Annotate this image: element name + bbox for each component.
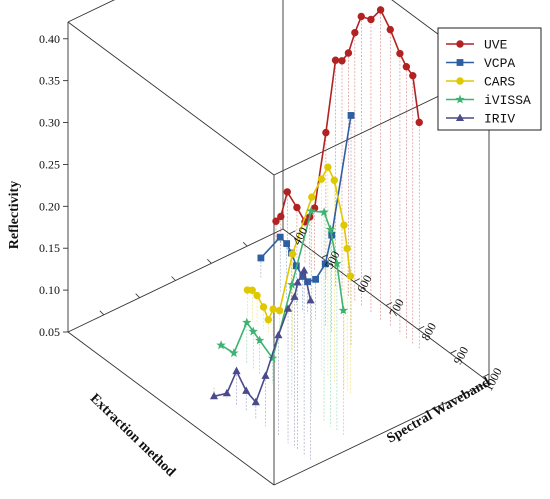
series-line-iriv xyxy=(214,271,311,403)
data-point xyxy=(332,57,339,64)
data-point xyxy=(270,306,277,313)
data-point xyxy=(254,292,261,299)
z-tick-label: 0.15 xyxy=(39,241,60,255)
data-point xyxy=(260,304,267,311)
x-tick-label: 500 xyxy=(322,249,343,271)
data-point xyxy=(325,164,332,171)
axis-edge xyxy=(68,22,274,175)
axis-edge xyxy=(68,0,283,22)
legend-label: iVISSA xyxy=(484,93,531,108)
data-point xyxy=(262,372,269,378)
data-point xyxy=(308,194,315,201)
data-point xyxy=(457,41,464,48)
y-tick-mark xyxy=(207,259,211,263)
data-point xyxy=(318,176,325,183)
data-point xyxy=(347,273,354,280)
data-point xyxy=(265,317,272,324)
data-point xyxy=(387,26,394,33)
z-tick-label: 0.20 xyxy=(39,199,60,213)
data-point xyxy=(249,287,256,294)
z-tick-label: 0.30 xyxy=(39,116,60,130)
y-tick-mark xyxy=(243,242,247,246)
data-point xyxy=(341,222,348,229)
legend: UVE VCPA CARS iVISSA IRIV xyxy=(438,28,541,130)
z-axis-title: Reflectivity xyxy=(7,181,22,249)
data-point xyxy=(289,251,296,258)
data-point xyxy=(277,234,283,240)
y-tick-mark xyxy=(136,294,140,298)
legend-label: CARS xyxy=(484,75,515,90)
x-tick-label: 600 xyxy=(354,272,375,294)
data-point xyxy=(307,297,314,303)
data-point xyxy=(230,349,237,356)
data-point xyxy=(278,213,285,220)
z-tick-label: 0.25 xyxy=(39,157,60,171)
data-point xyxy=(358,13,365,20)
data-point xyxy=(416,119,423,126)
data-point xyxy=(258,255,264,261)
x-axis-title: Spectral Waveband xyxy=(385,375,494,447)
legend-label: UVE xyxy=(484,38,508,53)
z-ticks: 0.05 0.10 0.15 0.20 0.25 0.30 0.35 0.40 xyxy=(39,32,68,339)
z-tick-label: 0.10 xyxy=(39,283,60,297)
data-point xyxy=(243,319,250,326)
data-point xyxy=(457,78,464,85)
data-point xyxy=(397,50,404,57)
data-point xyxy=(284,189,291,196)
data-point xyxy=(348,112,354,118)
x-tick-label: 900 xyxy=(450,344,471,366)
data-point xyxy=(276,307,283,314)
y-tick-mark xyxy=(100,311,104,315)
series-line-ivissa xyxy=(221,211,343,358)
data-point xyxy=(339,57,346,64)
data-point xyxy=(301,267,308,273)
z-tick-label: 0.35 xyxy=(39,74,60,88)
legend-label: IRIV xyxy=(484,112,515,127)
data-point xyxy=(352,29,359,36)
data-point xyxy=(323,129,330,136)
data-point xyxy=(284,241,290,247)
data-point xyxy=(344,245,351,252)
z-tick-label: 0.40 xyxy=(39,32,60,46)
data-point xyxy=(345,50,352,57)
data-point xyxy=(331,177,338,184)
data-point xyxy=(377,7,384,14)
y-axis-title: Extraction method xyxy=(87,391,178,480)
data-point xyxy=(243,387,250,393)
legend-label: VCPA xyxy=(484,56,515,71)
data-point xyxy=(457,60,463,66)
y-tick-mark xyxy=(172,277,176,281)
data-point xyxy=(294,204,301,211)
data-point xyxy=(409,72,416,79)
data-point xyxy=(368,16,375,23)
x-tick-label: 800 xyxy=(418,320,439,342)
data-point xyxy=(233,368,240,374)
data-point xyxy=(313,276,319,282)
x-tick-label: 700 xyxy=(386,296,407,318)
series-layer xyxy=(211,7,423,405)
data-point xyxy=(403,63,410,70)
data-point xyxy=(340,307,347,314)
z-tick-label: 0.05 xyxy=(39,325,60,339)
data-point xyxy=(275,332,282,338)
data-point xyxy=(224,390,231,396)
